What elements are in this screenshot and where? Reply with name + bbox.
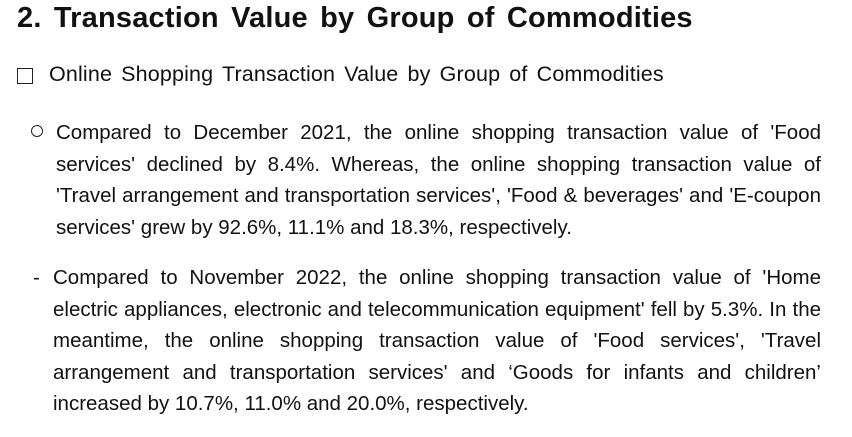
sub-bullet-item: - Compared to November 2022, the online …	[33, 262, 821, 420]
sub-bullet-text: Compared to November 2022, the online sh…	[53, 266, 821, 415]
section-heading: 2. Transaction Value by Group of Commodi…	[17, 2, 693, 34]
circle-bullet-icon	[31, 125, 43, 137]
subsection-title: Online Shopping Transaction Value by Gro…	[49, 62, 664, 86]
bullet-item: Compared to December 2021, the online sh…	[31, 117, 821, 243]
checkbox-icon	[17, 67, 33, 84]
dash-marker: -	[33, 266, 40, 289]
subsection-header: Online Shopping Transaction Value by Gro…	[17, 62, 664, 87]
bullet-text: Compared to December 2021, the online sh…	[56, 121, 821, 239]
